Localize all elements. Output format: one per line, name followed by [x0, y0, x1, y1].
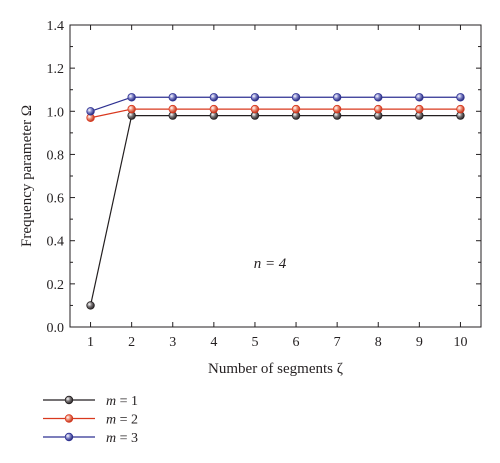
data-point-m1 — [86, 301, 95, 310]
data-point-m3 — [250, 93, 260, 102]
data-point-m2 — [374, 104, 383, 114]
x-tick-label: 8 — [375, 335, 382, 350]
data-point-m2 — [168, 104, 177, 114]
plot-frame — [69, 24, 482, 328]
legend-marker-m3 — [64, 432, 74, 442]
x-tick-label: 5 — [251, 335, 258, 350]
x-tick-label: 4 — [210, 335, 217, 350]
legend-label-m2: m = 2 — [106, 413, 138, 428]
y-tick-label: 0.2 — [47, 278, 65, 293]
y-tick-label: 1.2 — [47, 62, 65, 77]
x-tick-label: 7 — [334, 335, 341, 350]
data-point-m2 — [209, 104, 219, 114]
y-tick-label: 1.4 — [47, 19, 65, 34]
legend-marker-m2 — [64, 414, 74, 423]
legend-label-m3: m = 3 — [106, 431, 138, 446]
data-point-m2 — [127, 104, 136, 114]
data-point-m3 — [209, 93, 219, 102]
y-tick-label: 1.0 — [47, 105, 65, 120]
data-point-m3 — [86, 107, 95, 116]
data-point-m2 — [456, 104, 465, 114]
y-axis: 0.0 0.2 0.4 0.6 0.8 1.0 1.2 1.4 — [47, 19, 481, 336]
data-point-m2 — [250, 104, 260, 114]
legend-marker-m1 — [64, 395, 74, 405]
plot-series — [86, 93, 465, 310]
x-tick-label: 9 — [416, 335, 423, 350]
data-point-m2 — [332, 104, 342, 114]
data-point-m3 — [332, 93, 342, 102]
series-line-m3 — [90, 96, 461, 112]
data-point-m3 — [456, 93, 465, 102]
data-point-m3 — [374, 93, 383, 102]
x-tick-label: 3 — [169, 335, 176, 350]
x-tick-label: 1 — [87, 335, 94, 350]
legend: m = 1 m = 2 m = 3 — [43, 394, 138, 446]
data-point-m3 — [291, 93, 301, 102]
x-tick-label: 2 — [128, 335, 135, 350]
y-tick-label: 0.6 — [47, 192, 65, 207]
data-point-m3 — [127, 93, 136, 102]
legend-label-m1: m = 1 — [106, 394, 138, 409]
y-tick-label: 0.0 — [47, 321, 65, 336]
series-line-m1 — [89, 114, 461, 306]
annotation-n: n = 4 — [254, 256, 287, 272]
data-point-m3 — [415, 93, 424, 102]
y-tick-label: 0.8 — [47, 148, 65, 163]
y-tick-label: 0.4 — [47, 235, 65, 250]
y-axis-title: Frequency parameter Ω — [19, 105, 35, 247]
series-line-m2 — [90, 108, 461, 119]
x-tick-label: 10 — [453, 335, 467, 350]
x-axis: 1 2 3 4 5 6 7 8 9 10 — [87, 25, 467, 350]
x-axis-title: Number of segments ζ — [208, 361, 343, 377]
data-point-m3 — [168, 93, 177, 102]
x-tick-label: 6 — [293, 335, 300, 350]
data-point-m2 — [415, 104, 424, 114]
data-point-m2 — [291, 104, 301, 114]
